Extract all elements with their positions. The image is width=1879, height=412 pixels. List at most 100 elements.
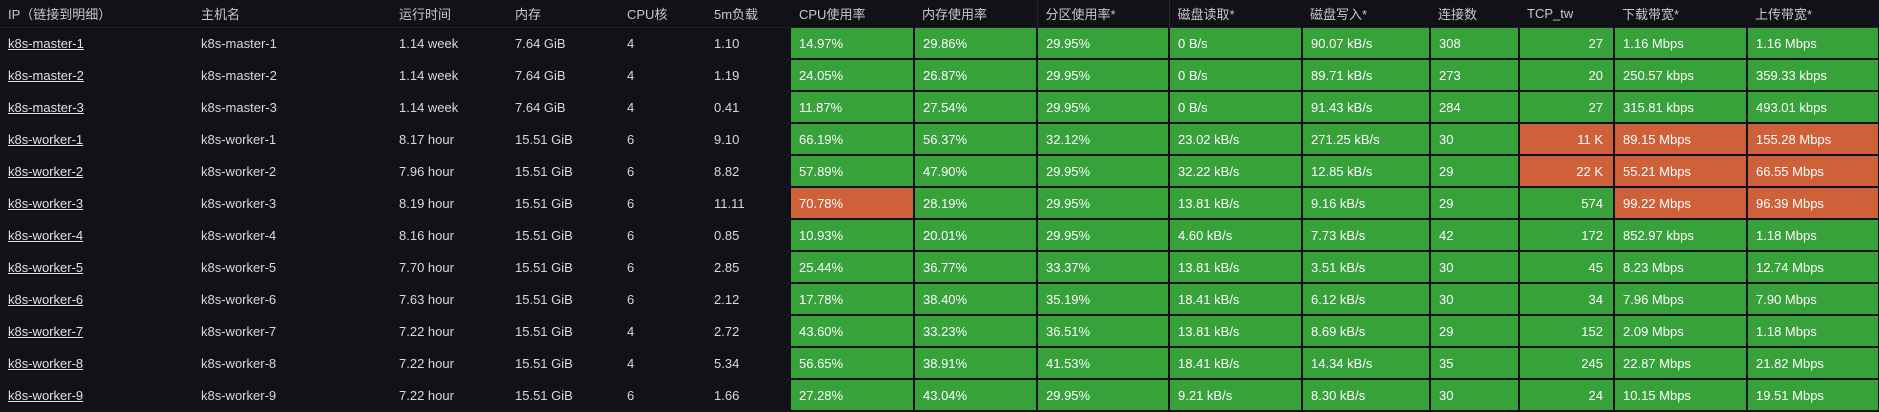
cell-ip[interactable]: k8s-master-2 xyxy=(0,59,193,92)
cell-down-bw: 55.21 Mbps xyxy=(1614,155,1748,188)
cell-conn: 30 xyxy=(1430,123,1520,156)
ip-detail-link[interactable]: k8s-worker-2 xyxy=(8,163,84,179)
ip-detail-link[interactable]: k8s-worker-3 xyxy=(8,195,84,211)
cell-conn: 308 xyxy=(1430,27,1520,60)
column-header-tcp-tw[interactable]: TCP_tw xyxy=(1519,0,1614,28)
column-header-cpu[interactable]: CPU核 xyxy=(619,0,706,28)
cell-tcp-tw: 172 xyxy=(1519,219,1615,252)
cell-cpu-usage: 14.97% xyxy=(791,27,915,60)
ip-detail-link[interactable]: k8s-worker-7 xyxy=(8,323,84,339)
cell-ip[interactable]: k8s-worker-2 xyxy=(0,155,193,188)
cell-part-usage: 29.95% xyxy=(1037,155,1170,188)
ip-detail-link[interactable]: k8s-worker-5 xyxy=(8,259,84,275)
cell-up-bw: 7.90 Mbps xyxy=(1747,283,1879,316)
cell-ip[interactable]: k8s-master-1 xyxy=(0,27,193,60)
cell-disk-write: 6.12 kB/s xyxy=(1302,283,1431,316)
ip-detail-link[interactable]: k8s-master-3 xyxy=(8,99,84,115)
cell-part-usage: 32.12% xyxy=(1037,123,1170,156)
cell-cpu-usage: 66.19% xyxy=(791,123,915,156)
column-header-mem[interactable]: 内存 xyxy=(507,0,619,28)
column-header-host[interactable]: 主机名 xyxy=(193,0,391,28)
table-row: k8s-worker-4 k8s-worker-4 8.16 hour 15.51 G… xyxy=(0,219,1879,252)
cell-disk-read: 13.81 kB/s xyxy=(1169,251,1303,284)
table-header: IP（链接到明细） 主机名 运行时间 内存 CPU核 5m负载 CPU使用率 内存使用率 分区使… xyxy=(0,0,1879,28)
table-row: k8s-worker-1 k8s-worker-1 8.17 hour 15.51 G… xyxy=(0,123,1879,156)
cell-host: k8s-worker-7 xyxy=(193,315,391,348)
column-header-cpu-usage[interactable]: CPU使用率 xyxy=(791,0,914,28)
cell-mem-usage: 29.86% xyxy=(914,27,1038,60)
cell-mem-usage: 47.90% xyxy=(914,155,1038,188)
column-header-uptime[interactable]: 运行时间 xyxy=(391,0,507,28)
cell-conn: 29 xyxy=(1430,315,1520,348)
cell-cpu-usage: 70.78% xyxy=(791,187,915,220)
cell-mem-usage: 43.04% xyxy=(914,379,1038,412)
cell-part-usage: 29.95% xyxy=(1037,59,1170,92)
cell-host: k8s-master-2 xyxy=(193,59,391,92)
cell-host: k8s-worker-2 xyxy=(193,155,391,188)
cell-ip[interactable]: k8s-worker-9 xyxy=(0,379,193,412)
cell-conn: 35 xyxy=(1430,347,1520,380)
cell-ip[interactable]: k8s-worker-7 xyxy=(0,315,193,348)
ip-detail-link[interactable]: k8s-worker-1 xyxy=(8,131,84,147)
column-header-disk-write[interactable]: 磁盘写入* xyxy=(1302,0,1430,28)
column-header-down-bw[interactable]: 下载带宽* xyxy=(1614,0,1747,28)
cell-load5m: 1.10 xyxy=(706,27,791,60)
cell-mem: 15.51 GiB xyxy=(507,315,619,348)
cell-mem: 15.51 GiB xyxy=(507,347,619,380)
cell-down-bw: 250.57 kbps xyxy=(1614,59,1748,92)
cell-cpu-usage: 10.93% xyxy=(791,219,915,252)
cell-ip[interactable]: k8s-worker-5 xyxy=(0,251,193,284)
cell-ip[interactable]: k8s-worker-4 xyxy=(0,219,193,252)
cell-disk-write: 91.43 kB/s xyxy=(1302,91,1431,124)
cell-conn: 30 xyxy=(1430,379,1520,412)
cell-cpu: 6 xyxy=(619,379,706,412)
cell-disk-read: 13.81 kB/s xyxy=(1169,315,1303,348)
column-header-conn[interactable]: 连接数 xyxy=(1430,0,1519,28)
cell-disk-read: 18.41 kB/s xyxy=(1169,283,1303,316)
cell-up-bw: 1.18 Mbps xyxy=(1747,219,1879,252)
cell-uptime: 8.17 hour xyxy=(391,123,507,156)
cell-load5m: 8.82 xyxy=(706,155,791,188)
column-header-load5m[interactable]: 5m负载 xyxy=(706,0,791,28)
ip-detail-link[interactable]: k8s-master-1 xyxy=(8,35,84,51)
cell-down-bw: 99.22 Mbps xyxy=(1614,187,1748,220)
cell-load5m: 9.10 xyxy=(706,123,791,156)
cell-load5m: 2.85 xyxy=(706,251,791,284)
cell-ip[interactable]: k8s-master-3 xyxy=(0,91,193,124)
cell-host: k8s-master-1 xyxy=(193,27,391,60)
cell-ip[interactable]: k8s-worker-3 xyxy=(0,187,193,220)
cell-host: k8s-worker-9 xyxy=(193,379,391,412)
cell-disk-write: 9.16 kB/s xyxy=(1302,187,1431,220)
cell-disk-read: 23.02 kB/s xyxy=(1169,123,1303,156)
cell-cpu-usage: 25.44% xyxy=(791,251,915,284)
cell-mem: 7.64 GiB xyxy=(507,27,619,60)
cell-part-usage: 41.53% xyxy=(1037,347,1170,380)
cell-ip[interactable]: k8s-worker-8 xyxy=(0,347,193,380)
cell-cpu: 6 xyxy=(619,123,706,156)
column-header-up-bw[interactable]: 上传带宽* xyxy=(1747,0,1879,28)
cell-ip[interactable]: k8s-worker-6 xyxy=(0,283,193,316)
cell-uptime: 7.22 hour xyxy=(391,379,507,412)
cell-cpu-usage: 27.28% xyxy=(791,379,915,412)
cell-tcp-tw: 45 xyxy=(1519,251,1615,284)
cell-tcp-tw: 34 xyxy=(1519,283,1615,316)
cell-disk-write: 8.69 kB/s xyxy=(1302,315,1431,348)
ip-detail-link[interactable]: k8s-worker-6 xyxy=(8,291,84,307)
column-header-ip[interactable]: IP（链接到明细） xyxy=(0,0,193,28)
cell-ip[interactable]: k8s-worker-1 xyxy=(0,123,193,156)
column-header-disk-read[interactable]: 磁盘读取* xyxy=(1169,0,1302,28)
column-header-mem-usage[interactable]: 内存使用率 xyxy=(914,0,1038,28)
cell-cpu-usage: 17.78% xyxy=(791,283,915,316)
column-header-part-usage[interactable]: 分区使用率* xyxy=(1037,0,1170,28)
cell-disk-read: 13.81 kB/s xyxy=(1169,187,1303,220)
cell-down-bw: 315.81 kbps xyxy=(1614,91,1748,124)
cell-tcp-tw: 27 xyxy=(1519,91,1615,124)
ip-detail-link[interactable]: k8s-worker-9 xyxy=(8,387,84,403)
cell-load5m: 1.66 xyxy=(706,379,791,412)
cell-up-bw: 96.39 Mbps xyxy=(1747,187,1879,220)
cell-tcp-tw: 245 xyxy=(1519,347,1615,380)
ip-detail-link[interactable]: k8s-master-2 xyxy=(8,67,84,83)
ip-detail-link[interactable]: k8s-worker-4 xyxy=(8,227,84,243)
ip-detail-link[interactable]: k8s-worker-8 xyxy=(8,355,84,371)
cell-uptime: 7.22 hour xyxy=(391,315,507,348)
